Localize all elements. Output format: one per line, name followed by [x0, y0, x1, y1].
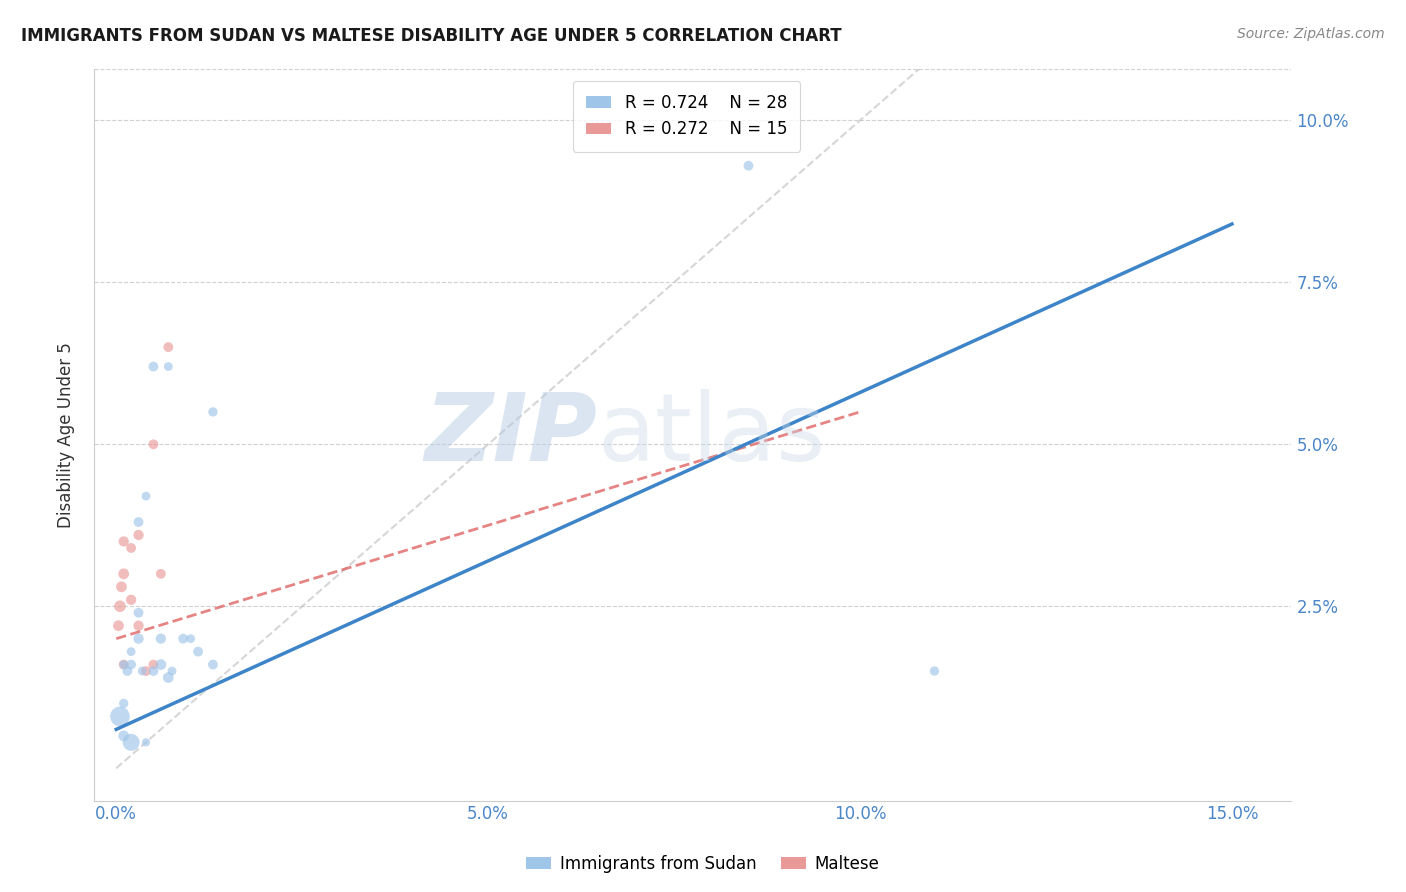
Point: [924, 664, 946, 678]
Point: [201, 657, 224, 672]
Point: [149, 657, 172, 672]
Y-axis label: Disability Age Under 5: Disability Age Under 5: [58, 342, 75, 527]
Point: [160, 664, 183, 678]
Point: [128, 632, 150, 646]
Point: [120, 541, 142, 555]
Point: [120, 592, 142, 607]
Point: [112, 534, 135, 549]
Point: [128, 606, 150, 620]
Point: [112, 657, 135, 672]
Legend: Immigrants from Sudan, Maltese: Immigrants from Sudan, Maltese: [520, 848, 886, 880]
Point: [149, 566, 172, 581]
Point: [149, 632, 172, 646]
Point: [128, 528, 150, 542]
Point: [142, 437, 165, 451]
Point: [108, 599, 131, 614]
Point: [107, 618, 129, 632]
Point: [172, 632, 194, 646]
Text: IMMIGRANTS FROM SUDAN VS MALTESE DISABILITY AGE UNDER 5 CORRELATION CHART: IMMIGRANTS FROM SUDAN VS MALTESE DISABIL…: [21, 27, 842, 45]
Point: [128, 618, 150, 632]
Text: atlas: atlas: [598, 389, 825, 481]
Point: [135, 735, 157, 749]
Point: [112, 657, 135, 672]
Point: [180, 632, 202, 646]
Point: [112, 697, 135, 711]
Point: [110, 580, 132, 594]
Point: [120, 735, 142, 749]
Point: [120, 657, 142, 672]
Text: ZIP: ZIP: [425, 389, 598, 481]
Point: [117, 664, 139, 678]
Point: [135, 664, 157, 678]
Point: [108, 709, 131, 723]
Point: [142, 664, 165, 678]
Point: [157, 340, 180, 354]
Point: [112, 729, 135, 743]
Legend: R = 0.724    N = 28, R = 0.272    N = 15: R = 0.724 N = 28, R = 0.272 N = 15: [574, 80, 800, 152]
Point: [157, 359, 180, 374]
Point: [187, 645, 209, 659]
Point: [131, 664, 153, 678]
Point: [128, 515, 150, 529]
Point: [142, 359, 165, 374]
Point: [120, 645, 142, 659]
Text: Source: ZipAtlas.com: Source: ZipAtlas.com: [1237, 27, 1385, 41]
Point: [737, 159, 759, 173]
Point: [142, 657, 165, 672]
Point: [135, 489, 157, 503]
Point: [201, 405, 224, 419]
Point: [112, 566, 135, 581]
Point: [157, 671, 180, 685]
